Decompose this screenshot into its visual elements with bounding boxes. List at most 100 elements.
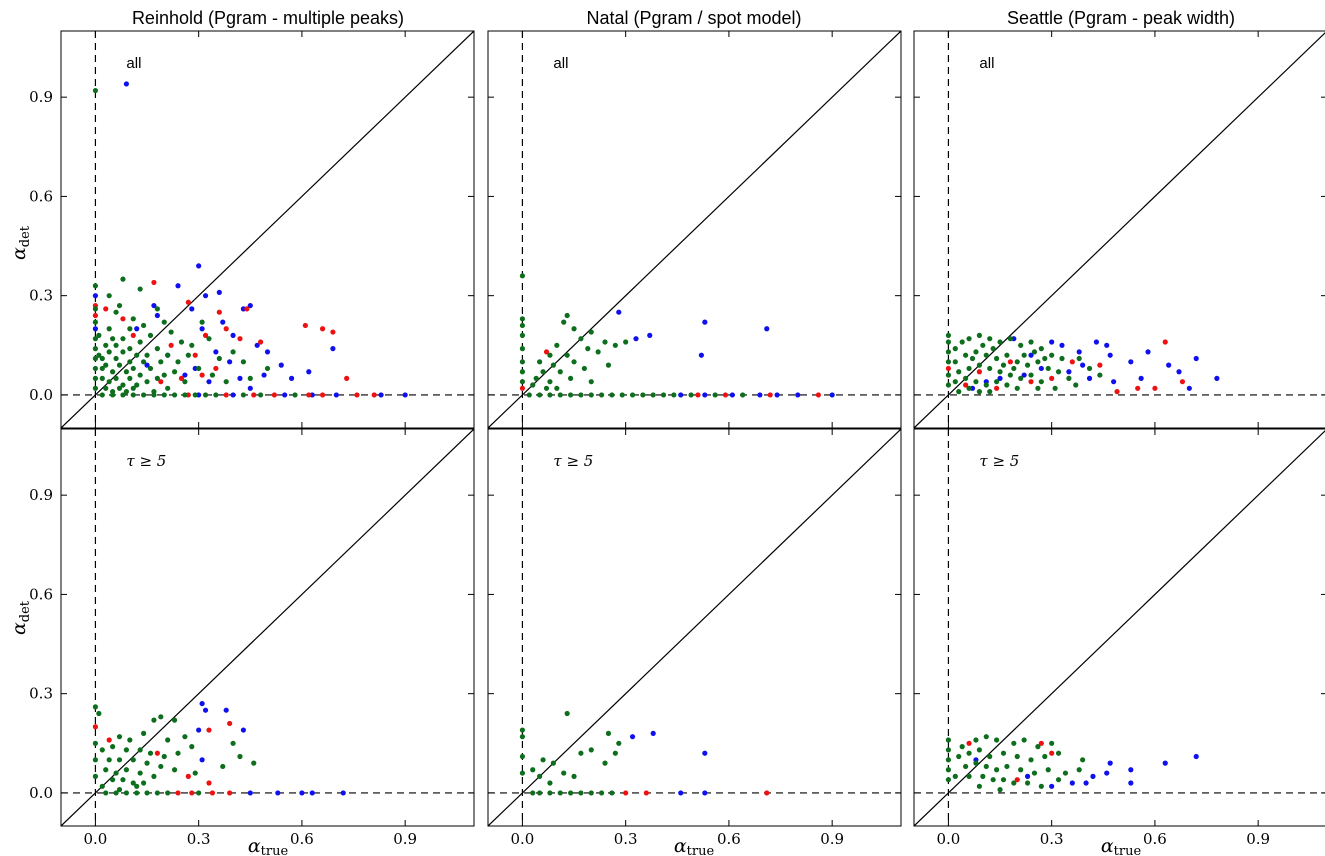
data-point-green	[581, 365, 587, 372]
data-point-green	[1021, 352, 1027, 358]
data-point-blue	[202, 707, 209, 713]
data-point-red	[1135, 385, 1141, 391]
data-point-red	[151, 279, 157, 286]
data-point-green	[987, 365, 993, 372]
data-point-green	[123, 767, 129, 773]
data-point-green	[990, 777, 996, 783]
data-point-blue	[1076, 349, 1082, 355]
data-point-blue	[1214, 375, 1220, 381]
x-tick-label: 0.9	[393, 830, 417, 848]
data-point-blue	[282, 392, 288, 398]
data-point-green	[1014, 385, 1020, 391]
data-point-green	[113, 770, 119, 776]
data-point-green	[106, 757, 112, 763]
panel-title-reinhold: Reinhold (Pgram - multiple peaks)	[132, 8, 404, 28]
data-point-green	[192, 392, 198, 398]
data-point-green	[106, 349, 112, 355]
data-point-green	[158, 359, 164, 365]
data-point-green	[1055, 777, 1062, 783]
data-point-green	[96, 710, 102, 717]
data-point-green	[945, 757, 952, 763]
data-point-green	[127, 359, 133, 365]
data-point-blue	[1080, 362, 1086, 368]
data-point-green	[147, 750, 154, 756]
data-point-green	[99, 365, 105, 372]
data-point-green	[1031, 349, 1038, 355]
data-point-green	[1097, 372, 1103, 378]
data-point-green	[1055, 369, 1062, 375]
data-point-red	[966, 740, 972, 746]
data-point-green	[571, 773, 577, 779]
panel-frame	[60, 428, 475, 827]
data-point-blue	[1066, 369, 1072, 375]
data-point-green	[609, 392, 615, 398]
y-axis-label-bottom-main: α	[8, 622, 30, 635]
data-point-green	[519, 273, 526, 279]
data-point-green	[113, 342, 119, 348]
data-point-red	[103, 306, 109, 312]
data-point-blue	[378, 392, 384, 398]
data-point-green	[1035, 359, 1041, 365]
data-point-green	[1055, 750, 1062, 756]
panel-plot-area	[914, 429, 1325, 826]
data-point-green	[147, 332, 154, 338]
data-point-green	[973, 349, 979, 355]
data-point-green	[103, 342, 109, 348]
data-point-blue	[92, 326, 99, 332]
panel-frame	[487, 30, 902, 429]
data-point-blue	[1186, 385, 1192, 391]
data-point-blue	[199, 326, 205, 332]
data-point-red	[1162, 339, 1168, 345]
data-point-green	[92, 283, 99, 289]
data-point-green	[106, 379, 112, 385]
data-point-red	[945, 365, 952, 372]
data-point-green	[120, 349, 126, 355]
data-point-green	[165, 737, 171, 743]
data-point-green	[1028, 757, 1034, 763]
data-point-red	[330, 329, 336, 335]
data-point-green	[1042, 355, 1048, 362]
data-point-green	[997, 339, 1003, 345]
data-point-blue	[223, 707, 229, 713]
data-point-green	[1080, 757, 1086, 763]
data-point-red	[199, 372, 205, 378]
data-point-green	[116, 734, 123, 740]
data-point-green	[602, 339, 608, 345]
data-point-blue	[1038, 365, 1044, 372]
data-point-green	[130, 392, 136, 398]
data-point-green	[1000, 750, 1007, 756]
data-point-green	[151, 392, 157, 398]
data-point-green	[1011, 365, 1017, 372]
x-tick-label: 0.9	[820, 830, 844, 848]
data-point-green	[973, 379, 979, 385]
data-point-blue	[202, 293, 209, 299]
x-axis-label-left: αtrue	[248, 835, 289, 856]
data-point-green	[1011, 740, 1017, 746]
data-point-green	[1059, 355, 1065, 362]
data-point-red	[271, 392, 277, 398]
data-point-blue	[1086, 375, 1093, 381]
data-point-green	[92, 306, 99, 312]
data-point-green	[571, 359, 577, 365]
data-point-green	[547, 352, 553, 358]
y-tick-label: 0.0	[29, 784, 53, 802]
panel-2: all	[913, 30, 1325, 429]
data-point-red	[994, 385, 1000, 391]
data-point-green	[1045, 767, 1051, 773]
data-point-green	[543, 385, 550, 391]
data-point-blue	[757, 392, 763, 398]
data-point-blue	[1093, 339, 1100, 345]
data-point-blue	[1162, 760, 1168, 766]
data-point-green	[99, 375, 105, 381]
panel-frame	[60, 30, 475, 429]
panel-4: 0.0 0.3 0.6 0.9 τ ≥ 5	[487, 428, 902, 848]
panel-5: 0.0 0.3 0.6 0.9 τ ≥ 5	[913, 428, 1325, 848]
data-point-green	[161, 372, 167, 378]
y-tick-label: 0.6	[29, 585, 53, 603]
data-point-blue	[702, 790, 708, 796]
data-point-blue	[702, 392, 708, 398]
data-point-blue	[678, 392, 684, 398]
data-point-red	[223, 326, 229, 332]
data-point-green	[182, 392, 188, 398]
data-point-green	[595, 349, 601, 355]
